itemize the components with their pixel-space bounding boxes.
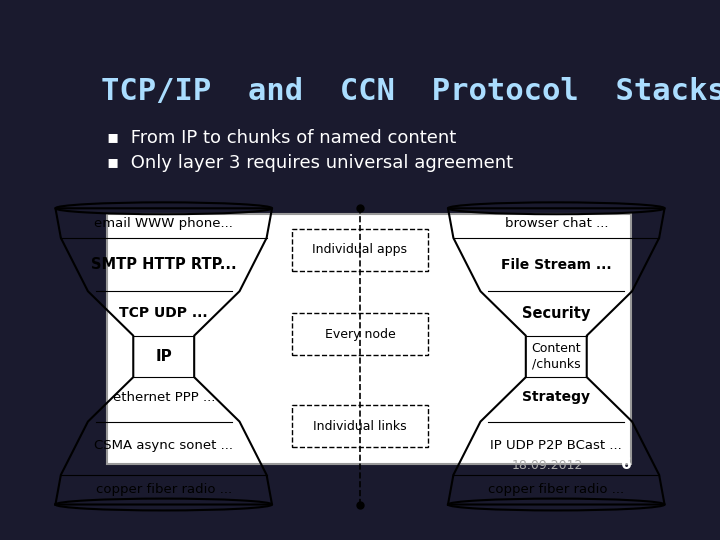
Text: 6: 6	[621, 457, 631, 472]
Text: browser chat ...: browser chat ...	[505, 217, 608, 230]
Text: copper fiber radio ...: copper fiber radio ...	[96, 483, 232, 496]
FancyBboxPatch shape	[292, 229, 428, 271]
Text: ▪  From IP to chunks of named content: ▪ From IP to chunks of named content	[107, 129, 456, 147]
Text: Every node: Every node	[325, 328, 395, 341]
Text: ethernet PPP ...: ethernet PPP ...	[112, 390, 215, 403]
Text: TCP/IP  and  CCN  Protocol  Stacks: TCP/IP and CCN Protocol Stacks	[101, 77, 720, 106]
Text: SMTP HTTP RTP...: SMTP HTTP RTP...	[91, 257, 237, 272]
Text: Strategy: Strategy	[522, 390, 590, 404]
Text: email WWW phone...: email WWW phone...	[94, 217, 233, 230]
Text: copper fiber radio ...: copper fiber radio ...	[488, 483, 624, 496]
Text: IP: IP	[156, 349, 172, 364]
FancyBboxPatch shape	[107, 214, 631, 464]
Text: Content
/chunks: Content /chunks	[531, 342, 581, 370]
Text: File Stream ...: File Stream ...	[501, 258, 611, 272]
Text: Individual apps: Individual apps	[312, 243, 408, 256]
Text: Security: Security	[522, 306, 590, 321]
Text: Individual links: Individual links	[313, 420, 407, 433]
Text: ▪  Only layer 3 requires universal agreement: ▪ Only layer 3 requires universal agreem…	[107, 154, 513, 172]
Text: 18.09.2012: 18.09.2012	[512, 460, 583, 472]
Text: TCP UDP ...: TCP UDP ...	[120, 306, 208, 320]
FancyBboxPatch shape	[292, 405, 428, 447]
FancyBboxPatch shape	[292, 313, 428, 355]
Text: CSMA async sonet ...: CSMA async sonet ...	[94, 440, 233, 453]
Text: IP UDP P2P BCast ...: IP UDP P2P BCast ...	[490, 440, 622, 453]
